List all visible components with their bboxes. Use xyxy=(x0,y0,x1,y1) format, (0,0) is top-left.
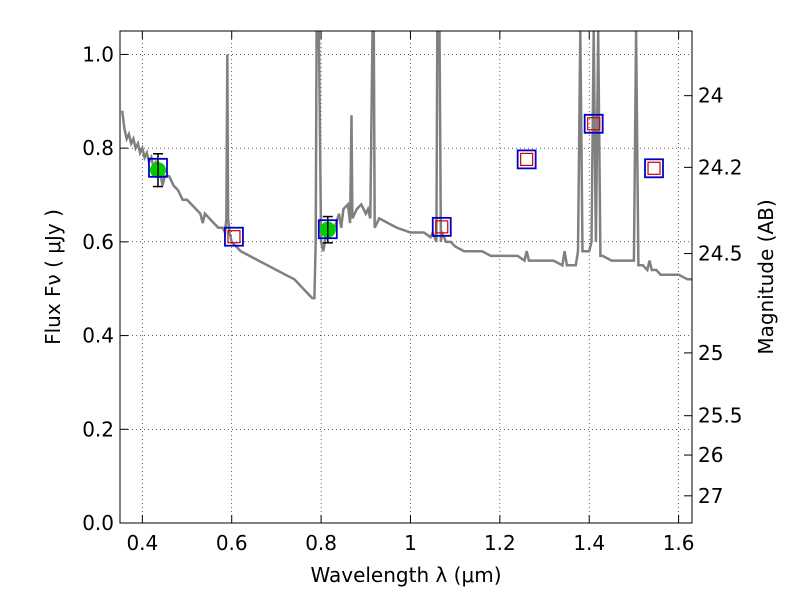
plot-frame xyxy=(119,30,693,524)
grid xyxy=(120,31,692,524)
x-tick-label: 0.8 xyxy=(305,531,337,555)
x-tick-label: 0.4 xyxy=(126,531,158,555)
model-photometry-marker xyxy=(644,158,664,179)
upper-limit-marker xyxy=(227,230,241,244)
model-photometry-marker xyxy=(148,157,168,178)
model-photometry-marker xyxy=(317,219,338,240)
right-tick-label: 26 xyxy=(698,443,723,467)
model-spectrum-line xyxy=(120,31,692,300)
right-tick-label: 25 xyxy=(698,341,723,365)
y-tick-label: 0.0 xyxy=(82,511,114,535)
marker-layer xyxy=(148,113,664,247)
y-axis-title: Flux Fν ( μJy ) xyxy=(41,209,65,345)
right-axis-title: Magnitude (AB) xyxy=(754,199,778,354)
right-tick-label: 24.2 xyxy=(698,155,743,179)
y-tick-label: 0.2 xyxy=(82,417,114,441)
right-tick-label: 24.5 xyxy=(698,242,743,266)
y-tick-label: 0.8 xyxy=(82,136,114,160)
x-axis-title: Wavelength λ (μm) xyxy=(310,563,501,587)
model-photometry-marker xyxy=(583,113,604,134)
right-tick-label: 25.5 xyxy=(698,404,743,428)
right-tick-label: 24 xyxy=(698,84,723,108)
y-tick-label: 0.6 xyxy=(82,230,114,254)
spectrum-layer xyxy=(120,31,692,300)
upper-limit-marker xyxy=(587,117,601,131)
y-tick-label: 1.0 xyxy=(82,42,114,66)
x-tick-label: 1 xyxy=(404,531,417,555)
x-tick-label: 1.2 xyxy=(484,531,516,555)
model-photometry-marker xyxy=(431,216,452,237)
right-tick-label: 27 xyxy=(698,484,723,508)
upper-limit-marker xyxy=(647,161,661,175)
model-photometry-marker xyxy=(224,226,244,247)
x-tick-label: 1.4 xyxy=(573,531,605,555)
y-tick-label: 0.4 xyxy=(82,324,114,348)
upper-limit-marker xyxy=(520,152,534,166)
upper-limit-marker xyxy=(435,220,449,234)
x-tick-label: 0.6 xyxy=(216,531,248,555)
model-photometry-marker xyxy=(516,149,537,170)
x-tick-label: 1.6 xyxy=(663,531,695,555)
tick-layer: 0.4 0.6 0.8 1 1.2 1.4 1.6 0.0 0.2 0.4 0.6 0.8 1.0 24 2… xyxy=(82,31,743,555)
